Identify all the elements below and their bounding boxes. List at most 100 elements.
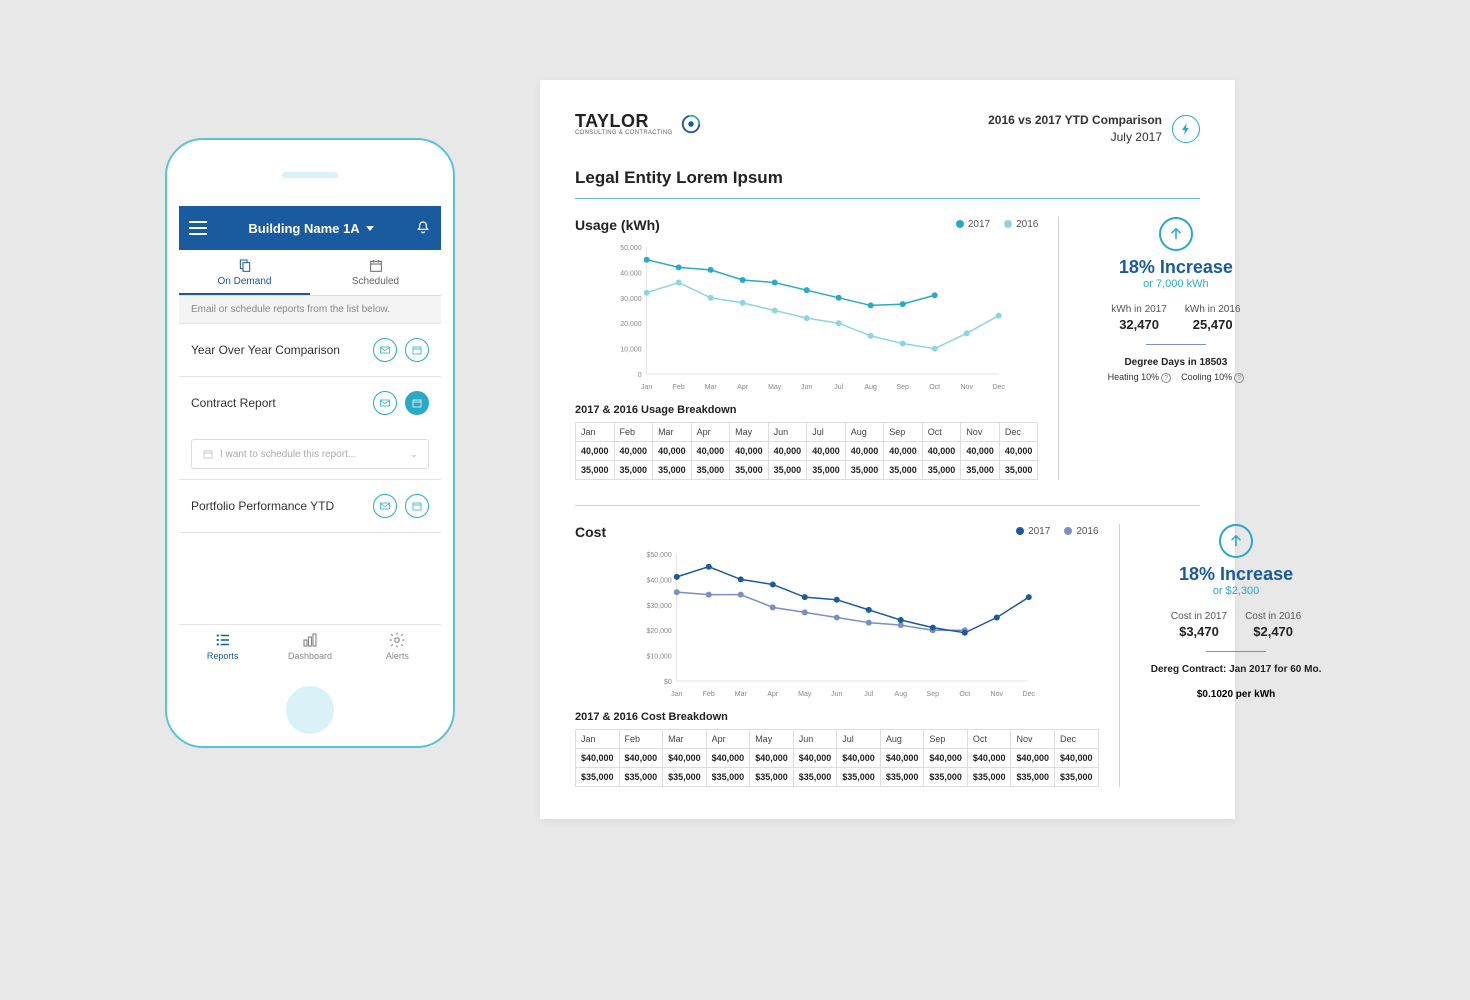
breakdown-title: 2017 & 2016 Cost Breakdown xyxy=(575,711,1099,723)
stat-label: Cost in 2016 xyxy=(1245,611,1301,622)
legend-dot-icon xyxy=(1004,220,1012,228)
calendar-icon xyxy=(367,258,385,274)
svg-text:Feb: Feb xyxy=(703,691,715,698)
svg-text:Dec: Dec xyxy=(1023,691,1036,698)
phone-mockup: Building Name 1A On Demand Scheduled Ema… xyxy=(165,138,455,748)
svg-text:30,000: 30,000 xyxy=(620,295,642,302)
gear-icon xyxy=(387,631,407,649)
usage-table: JanFebMarAprMayJunJulAugSepOctNovDec40,0… xyxy=(575,422,1038,480)
tab-scheduled[interactable]: Scheduled xyxy=(310,250,441,295)
calendar-icon xyxy=(411,397,423,409)
report-name: Portfolio Performance YTD xyxy=(191,499,373,513)
nav-label: Alerts xyxy=(386,651,409,661)
info-icon[interactable]: ? xyxy=(1161,373,1171,383)
svg-text:20,000: 20,000 xyxy=(620,321,642,328)
chart-legend: 2017 2016 xyxy=(956,219,1039,230)
entity-name: Legal Entity Lorem Ipsum xyxy=(575,168,1200,188)
tab-label: On Demand xyxy=(218,276,272,287)
bolt-icon xyxy=(1172,115,1200,143)
stat-main: 18% Increase xyxy=(1083,257,1268,278)
email-button[interactable] xyxy=(373,391,397,415)
svg-text:0: 0 xyxy=(638,372,642,379)
logo-mark-icon xyxy=(680,113,702,135)
nav-alerts[interactable]: Alerts xyxy=(354,625,441,674)
svg-text:May: May xyxy=(798,691,812,698)
svg-text:Mar: Mar xyxy=(705,384,718,391)
report-row: Year Over Year Comparison xyxy=(179,324,441,377)
report-document: TAYLOR CONSULTING & CONTRACTING 2016 vs … xyxy=(540,80,1235,819)
phone-home-button xyxy=(286,686,334,734)
up-arrow-icon xyxy=(1159,217,1193,251)
stat-label: Cost in 2017 xyxy=(1171,611,1227,622)
calendar-icon xyxy=(411,500,423,512)
cooling-label: Cooling 10% xyxy=(1181,372,1232,382)
header-line1: 2016 vs 2017 YTD Comparison xyxy=(988,112,1162,129)
bell-icon[interactable] xyxy=(415,220,431,236)
legend-label: 2016 xyxy=(1076,526,1098,537)
nav-dashboard[interactable]: Dashboard xyxy=(266,625,353,674)
legend-label: 2016 xyxy=(1016,219,1038,230)
section-title: Cost xyxy=(575,524,606,540)
schedule-button[interactable] xyxy=(405,494,429,518)
svg-text:Apr: Apr xyxy=(767,691,779,698)
report-tabs: On Demand Scheduled xyxy=(179,250,441,296)
svg-text:10,000: 10,000 xyxy=(620,346,642,353)
svg-text:Sep: Sep xyxy=(927,691,940,698)
menu-icon[interactable] xyxy=(189,221,207,235)
divider xyxy=(575,505,1200,506)
chevron-down-icon: ⌄ xyxy=(410,449,418,460)
svg-text:Aug: Aug xyxy=(895,691,908,698)
schedule-placeholder: I want to schedule this report... xyxy=(220,449,356,460)
tab-on-demand[interactable]: On Demand xyxy=(179,250,310,295)
stat-value: 32,470 xyxy=(1111,317,1167,332)
info-icon[interactable]: ? xyxy=(1234,373,1244,383)
chevron-down-icon[interactable] xyxy=(366,226,374,231)
legend-label: 2017 xyxy=(968,219,990,230)
svg-text:Oct: Oct xyxy=(929,384,940,391)
svg-text:$10,000: $10,000 xyxy=(646,653,671,660)
breakdown-title: 2017 & 2016 Usage Breakdown xyxy=(575,404,1038,416)
cost-chart: $0$10,000$20,000$30,000$40,000$50,000Jan… xyxy=(575,546,1099,701)
nav-label: Dashboard xyxy=(288,651,332,661)
list-icon xyxy=(213,631,233,649)
svg-text:$20,000: $20,000 xyxy=(646,628,671,635)
svg-text:May: May xyxy=(768,384,782,391)
stat-label: kWh in 2017 xyxy=(1111,304,1167,315)
legend-dot-icon xyxy=(1016,527,1024,535)
svg-text:Jan: Jan xyxy=(641,384,652,391)
heating-label: Heating 10% xyxy=(1108,372,1160,382)
cost-side-panel: 18% Increase or $2,300 Cost in 2017$3,47… xyxy=(1144,524,1329,700)
doc-header: TAYLOR CONSULTING & CONTRACTING 2016 vs … xyxy=(575,112,1200,146)
report-row: Portfolio Performance YTD xyxy=(179,480,441,533)
divider xyxy=(575,198,1200,199)
schedule-button[interactable] xyxy=(405,391,429,415)
svg-text:$50,000: $50,000 xyxy=(646,552,671,559)
schedule-button[interactable] xyxy=(405,338,429,362)
svg-text:Aug: Aug xyxy=(864,384,877,391)
calendar-icon xyxy=(411,344,423,356)
stat-sub: or 7,000 kWh xyxy=(1083,278,1268,290)
schedule-select[interactable]: I want to schedule this report... ⌄ xyxy=(191,439,429,469)
email-button[interactable] xyxy=(373,494,397,518)
stat-value: $2,470 xyxy=(1245,624,1301,639)
legend-dot-icon xyxy=(1064,527,1072,535)
bar-chart-icon xyxy=(300,631,320,649)
svg-text:$40,000: $40,000 xyxy=(646,577,671,584)
header-title[interactable]: Building Name 1A xyxy=(248,221,359,236)
svg-text:$0: $0 xyxy=(664,679,672,686)
svg-text:Nov: Nov xyxy=(991,691,1004,698)
svg-text:Jun: Jun xyxy=(801,384,812,391)
usage-section: Usage (kWh) 2017 2016 0 10,000 20,000 30,00… xyxy=(575,217,1200,480)
email-button[interactable] xyxy=(373,338,397,362)
app-header: Building Name 1A xyxy=(179,206,441,250)
svg-text:Apr: Apr xyxy=(737,384,749,391)
calendar-icon xyxy=(202,448,214,460)
tab-label: Scheduled xyxy=(352,276,399,287)
section-title: Usage (kWh) xyxy=(575,217,660,233)
stat-value: 25,470 xyxy=(1185,317,1241,332)
nav-reports[interactable]: Reports xyxy=(179,625,266,674)
report-name: Year Over Year Comparison xyxy=(191,343,373,357)
logo-text: TAYLOR xyxy=(575,112,672,130)
chart-legend: 2017 2016 xyxy=(1016,526,1099,537)
header-line2: July 2017 xyxy=(988,129,1162,146)
